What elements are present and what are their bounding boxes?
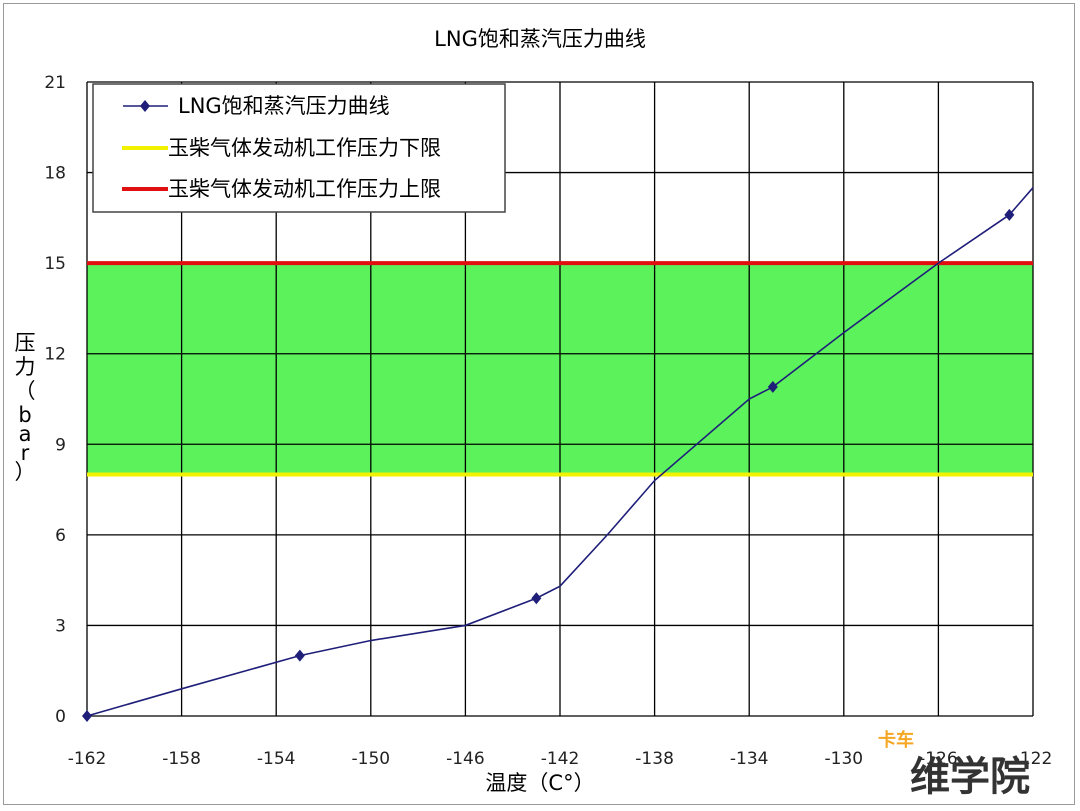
legend-label-upper: 玉柴气体发动机工作压力上限 (168, 177, 441, 201)
data-point (1004, 208, 1015, 221)
legend: LNG饱和蒸汽压力曲线 玉柴气体发动机工作压力下限 玉柴气体发动机工作压力上限 (92, 83, 506, 213)
legend-label-lng: LNG饱和蒸汽压力曲线 (178, 94, 390, 118)
x-tick-label: -158 (162, 749, 201, 769)
y-tick-labels: 0 3 6 9 12 15 18 21 (44, 73, 66, 727)
y-tick-label: 12 (44, 345, 66, 365)
y-tick-label: 21 (44, 73, 66, 93)
x-tick-label: -162 (68, 749, 107, 769)
x-tick-label: -154 (257, 749, 296, 769)
chart-title: LNG饱和蒸汽压力曲线 (434, 27, 646, 51)
x-tick-label: -134 (730, 749, 769, 769)
x-tick-label: -122 (1014, 749, 1053, 769)
x-tick-label: -146 (446, 749, 485, 769)
x-tick-label: -130 (825, 749, 864, 769)
legend-label-lower: 玉柴气体发动机工作压力下限 (168, 136, 441, 160)
x-tick-label: -150 (352, 749, 391, 769)
y-tick-label: 15 (44, 254, 66, 274)
x-tick-label: -126 (919, 749, 958, 769)
data-point (294, 649, 305, 662)
x-tick-label: -138 (635, 749, 674, 769)
watermark-big: 维学院 (910, 754, 1030, 800)
watermark-small: 卡车 (878, 729, 914, 751)
lng-curve-line (86, 187, 1034, 717)
y-tick-label: 0 (55, 707, 66, 727)
y-tick-label: 6 (55, 526, 66, 546)
lng-curve-markers (82, 208, 1015, 722)
y-axis-label: 压力（ b a r） (15, 331, 36, 484)
x-tick-labels: -162 -158 -154 -150 -146 -142 -138 -134 -130 -126… (68, 749, 1053, 769)
x-axis-label: 温度（C°） (485, 771, 594, 795)
data-point (82, 710, 92, 722)
y-tick-label: 9 (55, 435, 66, 455)
y-tick-label: 18 (44, 164, 66, 184)
y-tick-label: 3 (55, 616, 66, 636)
y-axis-label-text: 压力（ b a r） (15, 331, 36, 484)
data-point (767, 380, 778, 393)
legend-marker-lng (140, 100, 150, 112)
data-point (531, 592, 542, 605)
watermark: 卡车 维学院 (878, 729, 1030, 800)
x-tick-label: -142 (541, 749, 580, 769)
